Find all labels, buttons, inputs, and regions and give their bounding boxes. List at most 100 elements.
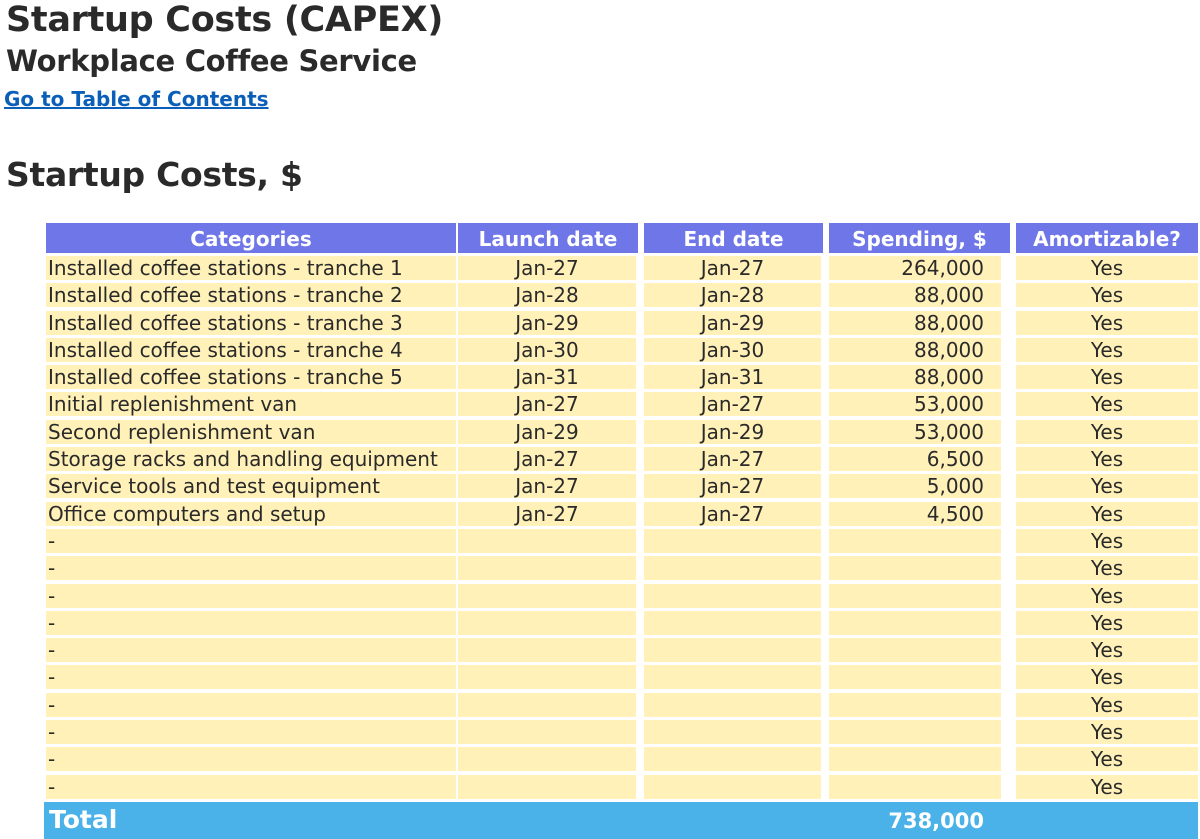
end-date-cell[interactable]: Jan-28 (644, 283, 821, 308)
spending-cell[interactable]: 88,000 (829, 310, 1001, 335)
end-date-cell[interactable]: Jan-27 (644, 474, 821, 499)
spending-cell[interactable]: 88,000 (829, 365, 1001, 390)
amortizable-cell[interactable]: Yes (1016, 638, 1198, 663)
amortizable-cell[interactable]: Yes (1016, 556, 1198, 581)
spending-cell[interactable]: 53,000 (829, 392, 1001, 417)
launch-date-cell[interactable] (458, 583, 636, 608)
amortizable-cell[interactable]: Yes (1016, 583, 1198, 608)
amortizable-cell[interactable]: Yes (1016, 392, 1198, 417)
category-cell[interactable]: Second replenishment van (46, 419, 456, 444)
spending-cell[interactable] (829, 638, 1001, 663)
end-date-cell[interactable] (644, 692, 821, 717)
launch-date-cell[interactable]: Jan-30 (458, 337, 636, 362)
end-date-cell[interactable] (644, 583, 821, 608)
spending-cell[interactable] (829, 610, 1001, 635)
spending-cell[interactable]: 88,000 (829, 337, 1001, 362)
category-cell[interactable]: - (46, 774, 456, 799)
category-cell[interactable]: Installed coffee stations - tranche 4 (46, 337, 456, 362)
spending-cell[interactable]: 4,500 (829, 501, 1001, 526)
spending-cell[interactable] (829, 556, 1001, 581)
amortizable-cell[interactable]: Yes (1016, 720, 1198, 745)
launch-date-cell[interactable] (458, 692, 636, 717)
category-cell[interactable]: Storage racks and handling equipment (46, 447, 456, 472)
spending-cell[interactable]: 88,000 (829, 283, 1001, 308)
table-of-contents-link[interactable]: Go to Table of Contents (4, 87, 269, 111)
amortizable-cell[interactable]: Yes (1016, 310, 1198, 335)
launch-date-cell[interactable]: Jan-27 (458, 256, 636, 280)
category-cell[interactable]: Installed coffee stations - tranche 5 (46, 365, 456, 390)
category-cell[interactable]: Installed coffee stations - tranche 2 (46, 283, 456, 308)
category-cell[interactable]: - (46, 556, 456, 581)
category-cell[interactable]: - (46, 720, 456, 745)
amortizable-cell[interactable]: Yes (1016, 747, 1198, 772)
category-cell[interactable]: - (46, 747, 456, 772)
end-date-cell[interactable] (644, 528, 821, 553)
category-cell[interactable]: Installed coffee stations - tranche 1 (46, 256, 456, 280)
launch-date-cell[interactable] (458, 638, 636, 663)
spending-cell[interactable] (829, 720, 1001, 745)
category-cell[interactable]: - (46, 692, 456, 717)
end-date-cell[interactable] (644, 720, 821, 745)
launch-date-cell[interactable]: Jan-27 (458, 474, 636, 499)
launch-date-cell[interactable] (458, 610, 636, 635)
amortizable-cell[interactable]: Yes (1016, 528, 1198, 553)
end-date-cell[interactable]: Jan-27 (644, 256, 821, 280)
amortizable-cell[interactable]: Yes (1016, 447, 1198, 472)
launch-date-cell[interactable]: Jan-31 (458, 365, 636, 390)
end-date-cell[interactable] (644, 774, 821, 799)
end-date-cell[interactable]: Jan-27 (644, 392, 821, 417)
launch-date-cell[interactable] (458, 774, 636, 799)
category-cell[interactable]: Service tools and test equipment (46, 474, 456, 499)
category-cell[interactable]: Initial replenishment van (46, 392, 456, 417)
launch-date-cell[interactable]: Jan-27 (458, 447, 636, 472)
end-date-cell[interactable]: Jan-29 (644, 419, 821, 444)
category-cell[interactable]: - (46, 583, 456, 608)
spending-cell[interactable] (829, 583, 1001, 608)
end-date-cell[interactable]: Jan-27 (644, 501, 821, 526)
category-cell[interactable]: - (46, 528, 456, 553)
end-date-cell[interactable] (644, 610, 821, 635)
end-date-cell[interactable] (644, 638, 821, 663)
launch-date-cell[interactable]: Jan-27 (458, 501, 636, 526)
category-cell[interactable]: Installed coffee stations - tranche 3 (46, 310, 456, 335)
end-date-cell[interactable] (644, 665, 821, 690)
amortizable-cell[interactable]: Yes (1016, 692, 1198, 717)
launch-date-cell[interactable]: Jan-29 (458, 310, 636, 335)
launch-date-cell[interactable]: Jan-28 (458, 283, 636, 308)
launch-date-cell[interactable] (458, 556, 636, 581)
spending-cell[interactable]: 264,000 (829, 256, 1001, 280)
spending-cell[interactable]: 6,500 (829, 447, 1001, 472)
amortizable-cell[interactable]: Yes (1016, 501, 1198, 526)
spending-cell[interactable] (829, 774, 1001, 799)
end-date-cell[interactable]: Jan-30 (644, 337, 821, 362)
amortizable-cell[interactable]: Yes (1016, 665, 1198, 690)
launch-date-cell[interactable] (458, 528, 636, 553)
spending-cell[interactable]: 53,000 (829, 419, 1001, 444)
spending-cell[interactable] (829, 528, 1001, 553)
spending-cell[interactable] (829, 665, 1001, 690)
amortizable-cell[interactable]: Yes (1016, 365, 1198, 390)
amortizable-cell[interactable]: Yes (1016, 474, 1198, 499)
launch-date-cell[interactable] (458, 720, 636, 745)
launch-date-cell[interactable]: Jan-27 (458, 392, 636, 417)
launch-date-cell[interactable]: Jan-29 (458, 419, 636, 444)
end-date-cell[interactable]: Jan-29 (644, 310, 821, 335)
spending-cell[interactable] (829, 747, 1001, 772)
category-cell[interactable]: - (46, 638, 456, 663)
amortizable-cell[interactable]: Yes (1016, 610, 1198, 635)
end-date-cell[interactable]: Jan-31 (644, 365, 821, 390)
launch-date-cell[interactable] (458, 665, 636, 690)
amortizable-cell[interactable]: Yes (1016, 774, 1198, 799)
amortizable-cell[interactable]: Yes (1016, 337, 1198, 362)
launch-date-cell[interactable] (458, 747, 636, 772)
spending-cell[interactable]: 5,000 (829, 474, 1001, 499)
spending-cell[interactable] (829, 692, 1001, 717)
category-cell[interactable]: - (46, 665, 456, 690)
amortizable-cell[interactable]: Yes (1016, 419, 1198, 444)
end-date-cell[interactable] (644, 747, 821, 772)
end-date-cell[interactable]: Jan-27 (644, 447, 821, 472)
amortizable-cell[interactable]: Yes (1016, 256, 1198, 280)
amortizable-cell[interactable]: Yes (1016, 283, 1198, 308)
end-date-cell[interactable] (644, 556, 821, 581)
category-cell[interactable]: - (46, 610, 456, 635)
